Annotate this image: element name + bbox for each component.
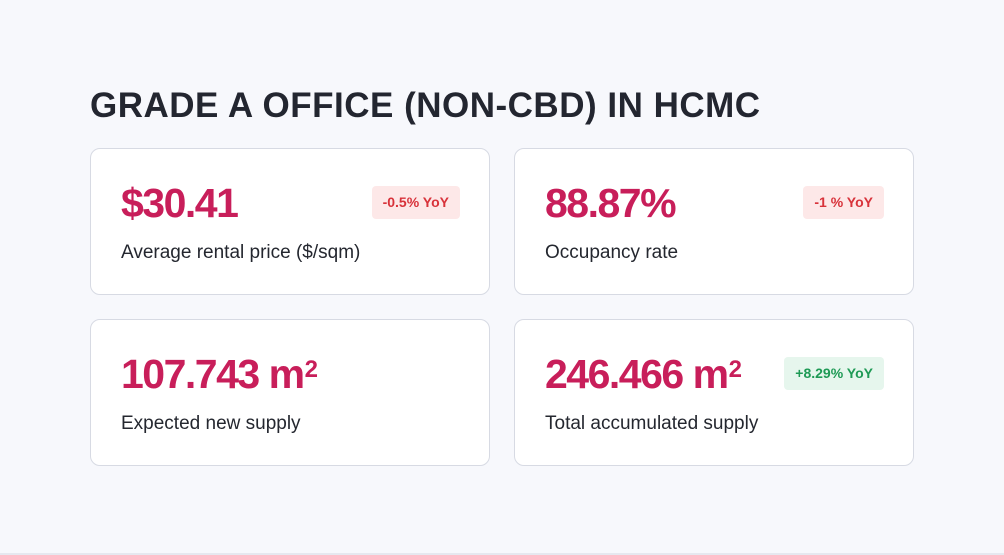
metric-value-text: $30.41 [121, 180, 239, 226]
metric-card-expected-new-supply: 107.743 m2 Expected new supply [90, 319, 490, 466]
metric-value: 107.743 m2 [121, 350, 318, 398]
metric-value-text: 88.87% [545, 180, 677, 226]
yoy-badge: -1 % YoY [803, 186, 884, 219]
metric-card-rental-price: $30.41 -0.5% YoY Average rental price ($… [90, 148, 490, 295]
metric-unit-superscript: 2 [304, 356, 318, 383]
yoy-badge: +8.29% YoY [784, 357, 884, 390]
metric-label: Expected new supply [121, 413, 301, 434]
metric-unit-superscript: 2 [728, 356, 742, 383]
metric-label: Occupancy rate [545, 242, 679, 263]
metrics-grid: $30.41 -0.5% YoY Average rental price ($… [90, 148, 914, 466]
bottom-divider [0, 553, 1004, 555]
metric-value-text: 246.466 m [545, 351, 729, 397]
metric-value: 246.466 m2 [545, 350, 742, 398]
metric-value-text: 107.743 m [121, 351, 305, 397]
metric-label: Total accumulated supply [545, 413, 759, 434]
yoy-badge: -0.5% YoY [371, 186, 460, 219]
metric-card-occupancy-rate: 88.87% -1 % YoY Occupancy rate [514, 148, 914, 295]
metric-card-total-accumulated-supply: 246.466 m2 +8.29% YoY Total accumulated … [514, 319, 914, 466]
metric-value: $30.41 [121, 179, 239, 227]
metric-value: 88.87% [545, 179, 677, 227]
metric-label: Average rental price ($/sqm) [121, 242, 361, 263]
page-title: GRADE A OFFICE (NON-CBD) IN HCMC [90, 86, 761, 125]
